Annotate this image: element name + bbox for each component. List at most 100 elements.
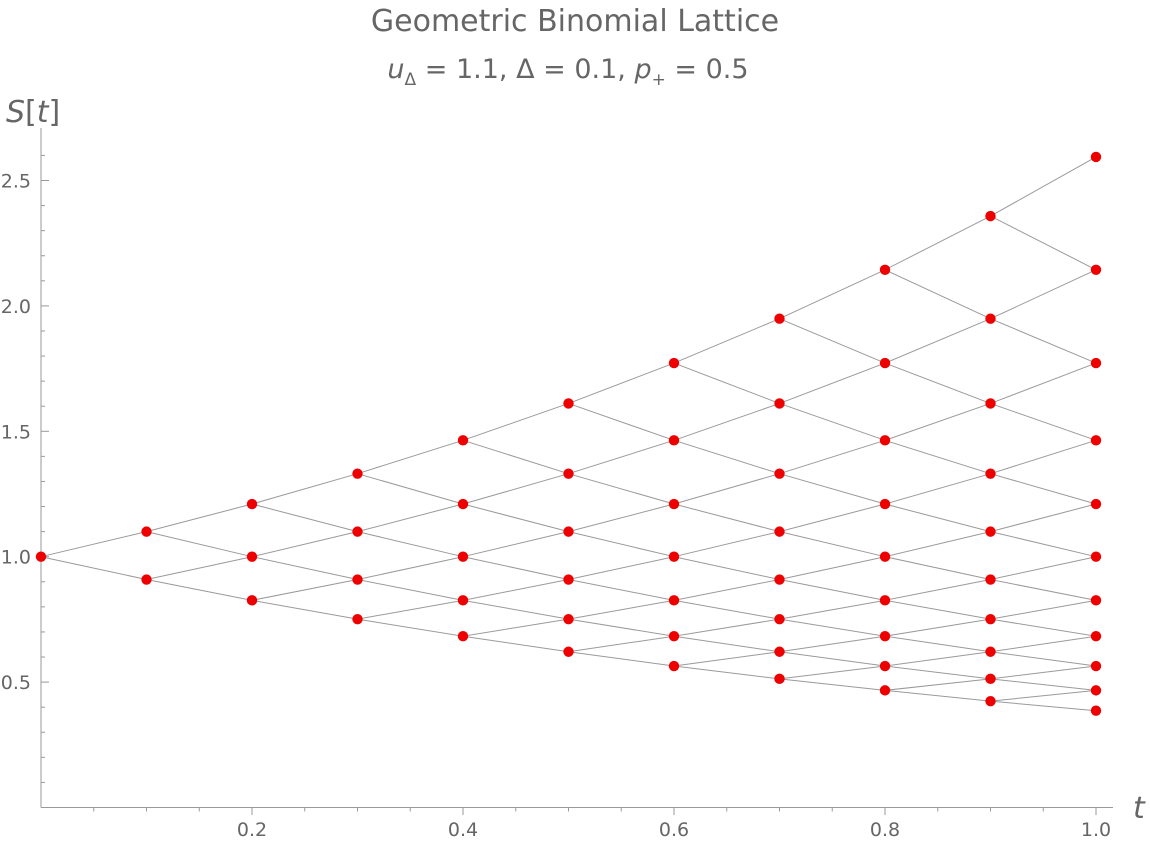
lattice-node	[668, 660, 680, 672]
lattice-edge-up	[673, 473, 780, 505]
lattice-edge-down	[673, 635, 780, 653]
chart-subtitle: uΔ = 1.1, Δ = 0.1, p+ = 0.5	[387, 54, 748, 90]
lattice-edge-up	[884, 579, 991, 601]
lattice-node	[457, 498, 469, 510]
lattice-node	[668, 595, 680, 606]
lattice-edge-down	[462, 599, 569, 620]
lattice-edge-down	[884, 556, 991, 581]
lattice-node	[352, 613, 363, 625]
lattice-edge-down	[779, 651, 886, 667]
lattice-edge-down	[990, 473, 1097, 505]
x-tick-label: 0.8	[870, 819, 900, 841]
lattice-edge-up	[357, 599, 464, 620]
subtitle-u-symbol: u	[387, 54, 404, 85]
lattice-edge-down	[779, 531, 886, 558]
lattice-node	[1090, 595, 1102, 606]
lattice-edge-up	[146, 556, 253, 581]
lattice-edge-up	[990, 635, 1097, 653]
lattice-edge-down	[673, 599, 780, 620]
lattice-node	[1090, 631, 1102, 642]
lattice-node	[774, 526, 785, 537]
lattice-edge-up	[462, 402, 569, 441]
lattice-node	[352, 468, 363, 479]
lattice-edge-up	[779, 269, 886, 320]
lattice-node	[246, 595, 258, 606]
lattice-edge-up	[251, 531, 358, 558]
lattice-edge-down	[779, 579, 886, 601]
lattice-edge-up	[357, 439, 464, 475]
lattice-edge-down	[779, 318, 886, 364]
y-tick-label: 0.5	[1, 672, 31, 694]
lattice-edge-down	[40, 556, 147, 581]
lattice-edge-down	[673, 439, 780, 475]
lattice-edge-up	[673, 318, 780, 364]
lattice-node	[563, 468, 574, 479]
lattice-edge-up	[884, 678, 991, 691]
lattice-node	[985, 526, 996, 537]
lattice-node	[1090, 551, 1102, 562]
lattice-edge-down	[357, 579, 464, 601]
lattice-edge-down	[990, 215, 1097, 271]
lattice-edge-down	[884, 689, 991, 702]
lattice-edge-up	[779, 665, 886, 680]
lattice-edge-down	[884, 635, 991, 653]
lattice-edge-down	[146, 531, 253, 558]
lattice-node	[985, 574, 996, 585]
lattice-edge-down	[779, 402, 886, 441]
lattice-edge-down	[251, 599, 358, 620]
lattice-edge-down	[462, 635, 569, 653]
lattice-edge-up	[884, 215, 991, 271]
lattice-node	[1090, 685, 1102, 696]
y-tick-label: 1.5	[1, 421, 31, 443]
y-label-close: ]	[49, 95, 61, 130]
lattice-edge-up	[779, 503, 886, 533]
lattice-edge-down	[990, 531, 1097, 558]
y-label-func: S	[6, 95, 25, 130]
lattice-edge-up	[462, 618, 569, 637]
lattice-node	[457, 595, 469, 606]
lattice-edge-down	[251, 556, 358, 581]
x-tick-label: 0.4	[448, 819, 478, 841]
lattice-edge-up	[251, 473, 358, 505]
lattice-edge-up	[462, 579, 569, 601]
lattice-edge-up	[779, 362, 886, 404]
lattice-edge-down	[884, 269, 991, 320]
lattice-node	[563, 398, 574, 409]
lattice-edge-up	[673, 579, 780, 601]
lattice-node	[1090, 435, 1102, 446]
lattice-node	[774, 613, 785, 625]
lattice-edge-down	[990, 700, 1097, 712]
lattice-edge-up	[673, 402, 780, 441]
lattice-edge-down	[251, 503, 358, 533]
lattice-node	[879, 660, 891, 672]
lattice-edge-down	[990, 678, 1097, 691]
lattice-node	[879, 595, 891, 606]
lattice-node	[774, 574, 785, 585]
lattice-node	[668, 357, 680, 369]
lattice-edge-up	[884, 402, 991, 441]
lattice-edge-down	[990, 318, 1097, 364]
y-tick-label: 2.5	[1, 171, 31, 193]
lattice-edge-down	[779, 473, 886, 505]
lattice-node	[879, 551, 891, 562]
lattice-edge-down	[884, 362, 991, 404]
lattice-node	[141, 574, 152, 585]
lattice-edge-down	[462, 556, 569, 581]
lattice-edge-up	[357, 503, 464, 533]
lattice-edge-up	[990, 556, 1097, 581]
lattice-node	[985, 313, 996, 324]
lattice-edge-down	[673, 665, 780, 680]
lattice-edge-down	[568, 579, 675, 601]
lattice-edge-up	[884, 318, 991, 364]
lattice-edge-down	[884, 599, 991, 620]
lattice-edge-up	[673, 651, 780, 667]
subtitle-u-subscript: Δ	[405, 70, 417, 90]
lattice-edge-up	[990, 665, 1097, 680]
lattice-node	[668, 435, 680, 446]
lattice-node	[1090, 660, 1102, 672]
y-label-open: [	[25, 95, 37, 130]
y-tick-label: 1.0	[1, 547, 31, 569]
subtitle-u-value: = 1.1, Δ = 0.1,	[416, 54, 634, 85]
lattice-edge-up	[779, 635, 886, 653]
